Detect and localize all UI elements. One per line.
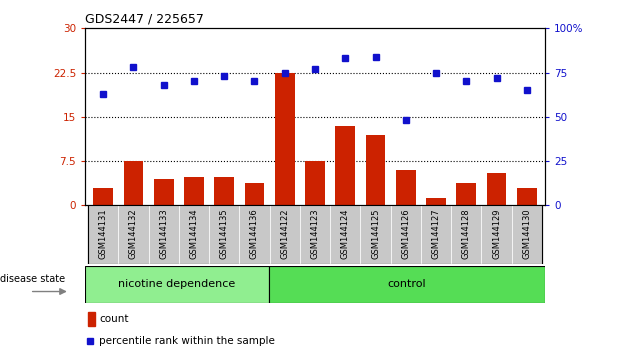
Bar [426, 198, 446, 205]
Bar [270, 205, 300, 264]
Text: control: control [387, 279, 427, 289]
Bar [305, 161, 325, 205]
Bar [360, 205, 391, 264]
Text: GSM144128: GSM144128 [462, 208, 471, 259]
Bar [209, 205, 239, 264]
Text: GSM144123: GSM144123 [311, 208, 319, 259]
Bar [88, 205, 118, 264]
Text: GSM144131: GSM144131 [99, 208, 108, 259]
Bar [457, 183, 476, 205]
Text: GSM144133: GSM144133 [159, 208, 168, 259]
Bar [85, 266, 269, 303]
Bar [154, 179, 173, 205]
Bar [275, 73, 295, 205]
Bar [451, 205, 481, 264]
Bar [512, 205, 542, 264]
Bar [330, 205, 360, 264]
Bar [244, 183, 265, 205]
Bar [269, 266, 545, 303]
Text: GSM144136: GSM144136 [250, 208, 259, 259]
Text: GSM144129: GSM144129 [492, 208, 501, 259]
Bar [487, 173, 507, 205]
Bar [184, 177, 204, 205]
Text: count: count [99, 314, 129, 324]
Bar [300, 205, 330, 264]
Bar [391, 205, 421, 264]
Bar [149, 205, 179, 264]
Text: percentile rank within the sample: percentile rank within the sample [99, 336, 275, 346]
Text: GSM144124: GSM144124 [341, 208, 350, 259]
Text: GSM144126: GSM144126 [401, 208, 410, 259]
Text: GSM144134: GSM144134 [190, 208, 198, 259]
Text: GSM144130: GSM144130 [522, 208, 531, 259]
Bar [214, 177, 234, 205]
Text: nicotine dependence: nicotine dependence [118, 279, 236, 289]
Bar [118, 205, 149, 264]
Bar [123, 161, 143, 205]
Text: GSM144132: GSM144132 [129, 208, 138, 259]
Bar [421, 205, 451, 264]
Bar [335, 126, 355, 205]
Text: GSM144125: GSM144125 [371, 208, 380, 259]
Text: GSM144122: GSM144122 [280, 208, 289, 259]
Bar [517, 188, 537, 205]
Bar [481, 205, 512, 264]
Text: GSM144135: GSM144135 [220, 208, 229, 259]
Bar [365, 135, 386, 205]
Text: GDS2447 / 225657: GDS2447 / 225657 [85, 13, 204, 26]
Text: GSM144127: GSM144127 [432, 208, 440, 259]
Bar [396, 170, 416, 205]
Text: disease state: disease state [0, 274, 65, 284]
Bar [179, 205, 209, 264]
Bar [93, 188, 113, 205]
Bar [88, 312, 94, 326]
Bar [239, 205, 270, 264]
